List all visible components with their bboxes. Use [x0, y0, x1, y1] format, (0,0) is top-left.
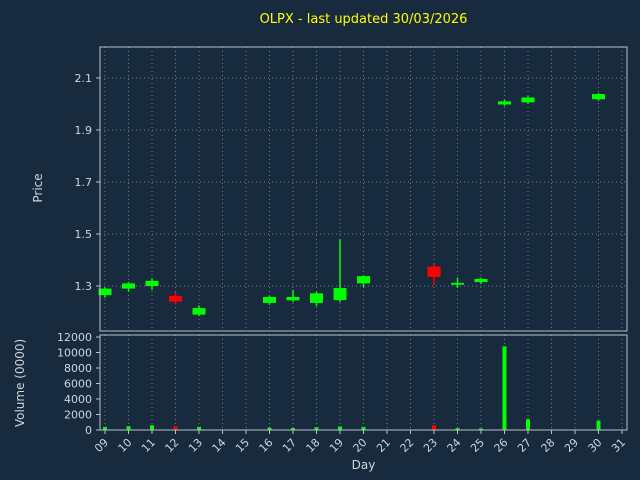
day-tick-label: 30 [586, 436, 605, 455]
candle-body [169, 295, 182, 302]
candle-body [498, 101, 511, 105]
candle-body [427, 266, 441, 277]
volume-bar [479, 428, 483, 430]
price-tick-label: 1.9 [75, 124, 93, 137]
volume-tick-label: 4000 [64, 393, 92, 406]
volume-tick-label: 10000 [57, 347, 92, 360]
price-panel-spine [99, 46, 628, 332]
day-tick-label: 23 [421, 436, 440, 455]
day-tick-label: 20 [351, 436, 370, 455]
day-tick-label: 16 [257, 436, 276, 455]
volume-bar [291, 428, 295, 430]
candle-body [357, 276, 370, 284]
volume-bar [267, 427, 272, 430]
day-tick-label: 31 [609, 436, 628, 455]
candle-body [192, 308, 206, 315]
candle-body [521, 97, 535, 103]
volume-tick-label: 6000 [64, 378, 92, 391]
day-tick-label: 24 [445, 436, 464, 455]
candle-body [122, 283, 135, 289]
candle-body [286, 296, 300, 301]
volume-bar [103, 426, 107, 430]
volume-tick-label: 12000 [57, 331, 92, 344]
day-tick-label: 18 [304, 436, 323, 455]
price-axis-label: Price [31, 173, 45, 203]
day-axis-label: Day [351, 458, 376, 472]
price-tick-label: 1.5 [75, 228, 93, 241]
day-tick-label: 09 [92, 436, 111, 455]
candle-body [451, 282, 464, 285]
price-tick-label: 2.1 [75, 72, 93, 85]
day-tick-label: 22 [398, 436, 417, 455]
volume-bar [596, 420, 601, 430]
day-tick-label: 14 [210, 436, 229, 455]
chart-title: OLPX - last updated 30/03/2026 [259, 12, 468, 27]
day-tick-label: 29 [562, 436, 581, 455]
candle-body [474, 278, 488, 283]
candle-body [592, 94, 605, 100]
day-tick-label: 15 [233, 436, 252, 455]
day-tick-label: 17 [280, 436, 299, 455]
candle-body [145, 280, 159, 287]
volume-bar [150, 425, 154, 430]
volume-tick-label: 2000 [64, 409, 92, 422]
volume-bar [314, 427, 319, 430]
day-tick-label: 27 [515, 436, 534, 455]
price-tick-label: 1.7 [75, 176, 93, 189]
volume-bar [338, 426, 342, 430]
day-tick-label: 10 [116, 436, 135, 455]
day-tick-label: 28 [539, 436, 558, 455]
volume-bar [126, 426, 131, 430]
day-tick-label: 21 [374, 436, 393, 455]
candle-body [263, 296, 276, 303]
candle-body [98, 288, 112, 296]
volume-bar [526, 419, 530, 430]
day-tick-label: 19 [327, 436, 346, 455]
volume-axis-label: Volume (0000) [13, 338, 27, 428]
candle-body [310, 293, 323, 303]
day-tick-label: 25 [468, 436, 487, 455]
volume-bar [502, 346, 507, 430]
price-tick-label: 1.3 [75, 280, 93, 293]
day-tick-label: 12 [163, 436, 182, 455]
day-tick-label: 13 [186, 436, 205, 455]
candle-body [333, 288, 347, 301]
volume-tick-label: 0 [85, 424, 92, 437]
volume-bar [197, 426, 201, 430]
day-tick-label: 26 [492, 436, 511, 455]
day-tick-label: 11 [139, 436, 158, 455]
volume-bar [432, 425, 436, 430]
volume-tick-label: 8000 [64, 362, 92, 375]
volume-bar [455, 428, 460, 430]
volume-bar [173, 426, 178, 430]
volume-bar [361, 426, 366, 430]
